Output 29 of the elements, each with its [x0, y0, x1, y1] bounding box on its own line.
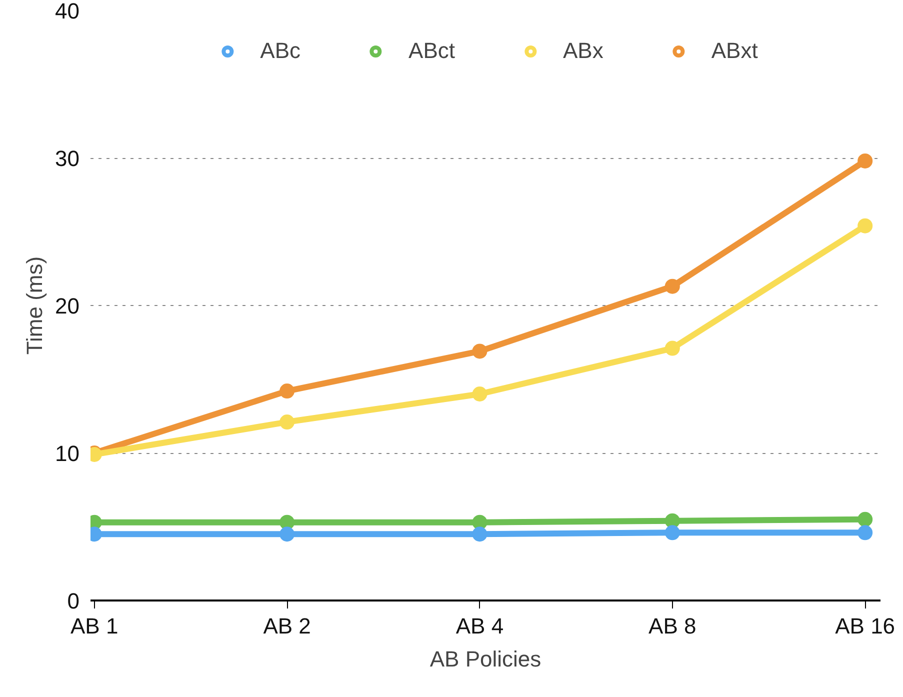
legend-label: ABc	[260, 38, 301, 64]
point	[858, 525, 873, 540]
point	[472, 526, 488, 542]
y-tick-label: 20	[55, 294, 80, 318]
point	[664, 340, 680, 356]
x-tick-label: AB 2	[263, 614, 311, 638]
legend-label: ABxt	[711, 38, 758, 64]
x-axis-title: AB Policies	[430, 646, 542, 672]
point	[280, 526, 295, 542]
x-tick-label: AB 4	[456, 614, 504, 638]
point	[664, 525, 680, 540]
point	[472, 344, 488, 359]
legend-label: ABx	[563, 38, 604, 64]
y-axis-title: Time (ms)	[22, 256, 48, 355]
x-tick-label: AB 8	[648, 614, 696, 638]
point	[858, 218, 873, 234]
point	[280, 384, 295, 399]
point	[664, 278, 680, 294]
point	[858, 153, 873, 168]
legend-label: ABct	[408, 38, 455, 64]
y-tick-label: 30	[55, 146, 80, 171]
point	[280, 414, 295, 430]
y-tick-label: 0	[67, 588, 80, 614]
y-tick-label: 40	[55, 0, 80, 24]
x-tick-label: AB 16	[835, 614, 896, 638]
x-tick-label: AB 1	[70, 614, 118, 638]
point	[858, 512, 873, 527]
point	[472, 386, 488, 402]
y-tick-label: 10	[55, 441, 80, 466]
